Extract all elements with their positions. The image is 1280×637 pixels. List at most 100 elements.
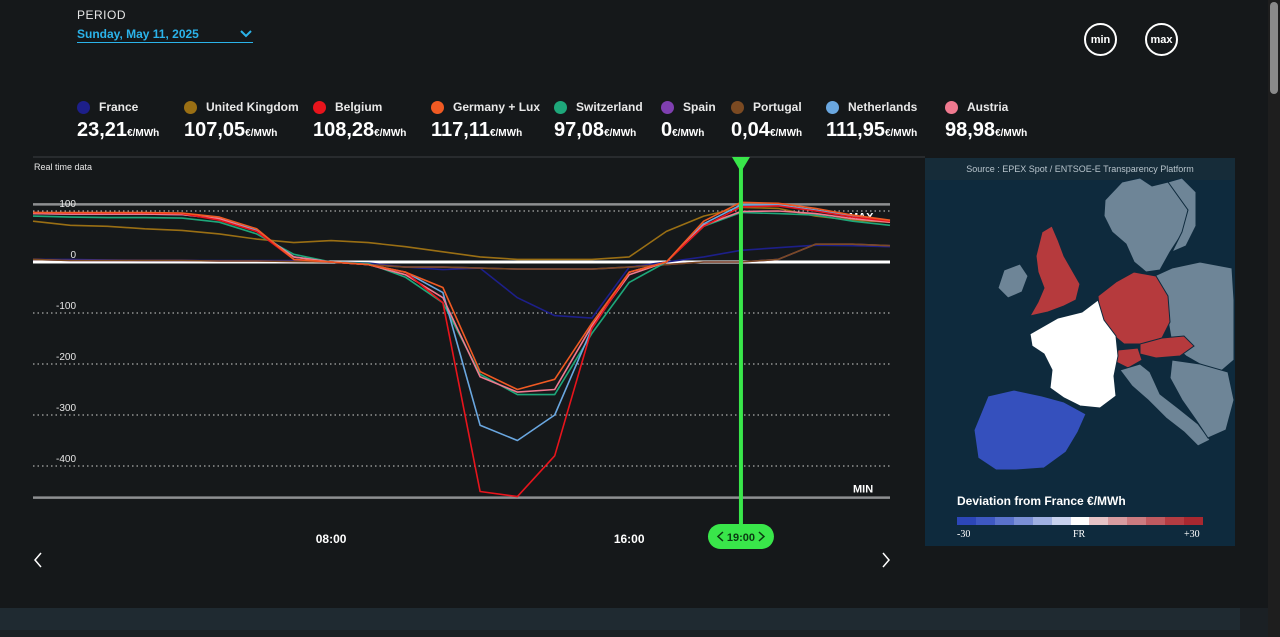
chevron-right-icon[interactable]	[879, 546, 893, 574]
uk-shape	[1029, 225, 1081, 317]
series-line-germany-lux	[33, 201, 891, 391]
austria-shape	[1139, 335, 1195, 359]
legend-name: Belgium	[335, 100, 383, 114]
scrollbar[interactable]	[1268, 0, 1280, 637]
legend-item-switzerland[interactable]: Switzerland 97,08€/MWh	[554, 99, 643, 141]
deviation-scale	[957, 517, 1203, 525]
legend-unit: €/MWh	[489, 128, 523, 139]
legend-dot	[184, 100, 197, 114]
x-tick-label: 08:00	[316, 532, 347, 546]
scale-swatch	[1108, 517, 1128, 525]
y-tick-label: -100	[56, 301, 76, 312]
legend-item-portugal[interactable]: Portugal 0,04€/MWh	[731, 99, 802, 141]
legend-item-netherlands[interactable]: Netherlands 111,95€/MWh	[826, 99, 918, 141]
legend-name: Spain	[683, 100, 716, 114]
y-tick-label: -400	[56, 454, 76, 465]
legend-value: 117,11	[431, 119, 490, 141]
scale-swatch	[994, 517, 1014, 525]
legend-value: 111,95	[826, 119, 885, 141]
france-shape	[1029, 299, 1119, 409]
chevron-left-icon[interactable]	[31, 546, 45, 574]
legend-name: United Kingdom	[206, 100, 299, 114]
legend-name: Switzerland	[576, 100, 643, 114]
deviation-map: Source : EPEX Spot / ENTSOE-E Transparen…	[925, 158, 1235, 546]
scale-swatch	[1127, 517, 1147, 525]
legend-item-spain[interactable]: Spain 0€/MWh	[661, 99, 716, 141]
iberia-shape	[973, 389, 1087, 471]
ireland-shape	[997, 263, 1029, 299]
scale-swatch	[1089, 517, 1109, 525]
legend-unit: €/MWh	[884, 128, 918, 139]
legend-unit: €/MWh	[769, 128, 803, 139]
legend-dot	[661, 100, 674, 114]
chevron-left-icon	[716, 531, 724, 542]
scale-max-label: +30	[1184, 529, 1200, 540]
scale-swatch	[1032, 517, 1052, 525]
legend-name: Germany + Lux	[453, 100, 541, 114]
period-value: Sunday, May 11, 2025	[77, 26, 199, 41]
italy-shape	[1119, 363, 1211, 447]
page: PERIOD Sunday, May 11, 2025 min max Fran…	[0, 0, 1268, 608]
legend-value: 107,05	[184, 119, 246, 141]
series-line-france	[33, 244, 891, 319]
legend-item-united-kingdom[interactable]: United Kingdom 107,05€/MWh	[184, 99, 299, 141]
legend-dot	[945, 100, 958, 114]
legend-unit: €/MWh	[672, 128, 705, 139]
period-label: PERIOD	[77, 8, 127, 22]
legend-name: France	[99, 100, 139, 114]
series-lines	[32, 201, 891, 498]
finland-shape	[1167, 177, 1197, 253]
x-ticks: 08:00 16:00	[316, 532, 645, 546]
chevron-down-icon	[240, 29, 252, 37]
scale-swatch	[975, 517, 995, 525]
legend-name: Netherlands	[848, 100, 918, 114]
x-tick-label: 16:00	[614, 532, 645, 546]
y-tick-label: -200	[56, 352, 76, 363]
scale-swatch	[1184, 517, 1203, 525]
series-line-portugal	[32, 243, 891, 270]
europe-map	[973, 177, 1235, 471]
series-line-switzerland	[32, 211, 891, 396]
legend-value: 23,21	[77, 119, 128, 141]
legend-name: Portugal	[753, 100, 802, 114]
legend-value: 108,28	[313, 119, 375, 141]
legend-unit: €/MWh	[374, 128, 407, 139]
legend-unit: €/MWh	[604, 128, 637, 139]
series-line-netherlands	[32, 204, 891, 442]
legend-item-germany-lux[interactable]: Germany + Lux 117,11€/MWh	[431, 99, 541, 141]
cursor-time-label: 19:00	[727, 532, 755, 544]
bottom-strip	[0, 608, 1280, 637]
legend-dot	[431, 100, 444, 114]
cursor-top-marker	[731, 157, 750, 172]
min-button[interactable]: min	[1084, 23, 1117, 56]
deviation-title: Deviation from France €/MWh	[957, 494, 1126, 508]
y-tick-label: 100	[59, 199, 76, 210]
legend-item-france[interactable]: France 23,21€/MWh	[77, 99, 159, 141]
legend-value: 0,04	[731, 119, 770, 141]
scrollbar-thumb[interactable]	[1270, 2, 1278, 94]
scale-swatch	[1070, 517, 1090, 525]
legend-unit: €/MWh	[995, 128, 1028, 139]
scale-swatch	[1051, 517, 1071, 525]
balkans-shape	[1169, 359, 1235, 439]
price-chart: Real time data MAXMIN1000-100-200-300-40…	[32, 156, 925, 549]
scale-min-label: -30	[957, 529, 971, 540]
cursor-pill[interactable]	[707, 524, 774, 549]
series-line-united-kingdom	[32, 206, 891, 261]
chevron-right-icon	[758, 531, 766, 542]
min-label: MIN	[853, 484, 873, 496]
legend-unit: €/MWh	[245, 128, 278, 139]
realtime-label: Real time data	[34, 162, 92, 172]
y-tick-label: 0	[70, 250, 76, 261]
scale-swatch	[957, 517, 976, 525]
map-source: Source : EPEX Spot / ENTSOE-E Transparen…	[925, 158, 1235, 180]
period-select[interactable]: Sunday, May 11, 2025	[77, 25, 253, 43]
series-line-austria	[32, 210, 891, 393]
legend-value: 97,08	[554, 119, 605, 141]
scale-swatch	[1146, 517, 1166, 525]
max-button[interactable]: max	[1145, 23, 1178, 56]
legend-item-belgium[interactable]: Belgium 108,28€/MWh	[313, 99, 406, 141]
legend-dot	[554, 100, 567, 114]
scale-swatch	[1165, 517, 1185, 525]
legend-item-austria[interactable]: Austria 98,98€/MWh	[945, 99, 1027, 141]
